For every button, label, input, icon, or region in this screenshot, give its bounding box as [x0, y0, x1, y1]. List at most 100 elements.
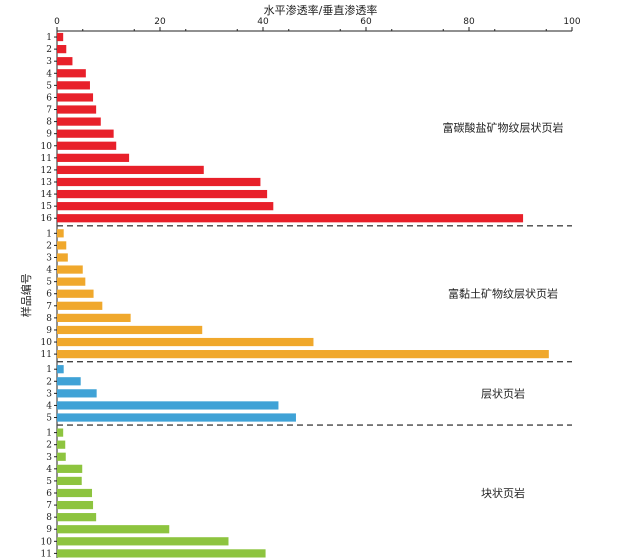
series-group: 1 2 3 4 5 6 7 8 9 10 11 富黏土矿物纹层状页岩 [41, 229, 558, 360]
y-tick-label: 9 [46, 326, 52, 336]
y-tick-label: 4 [46, 69, 52, 79]
bar [57, 464, 83, 473]
y-tick-label: 3 [46, 57, 52, 67]
bar [57, 301, 103, 310]
bar [57, 129, 114, 138]
y-tick-label: 16 [41, 214, 53, 224]
y-tick-label: 5 [46, 278, 52, 288]
y-tick-label: 11 [41, 549, 52, 558]
y-tick-label: 7 [46, 302, 52, 312]
y-tick-label: 1 [46, 229, 52, 239]
bar [57, 69, 86, 78]
bar [57, 525, 170, 534]
bar [57, 265, 83, 274]
y-tick-label: 9 [46, 130, 52, 140]
bar [57, 500, 94, 510]
bar [57, 537, 229, 546]
bar [57, 141, 117, 150]
bar [57, 277, 86, 286]
y-tick-label: 6 [46, 93, 52, 103]
group-label: 富黏土矿物纹层状页岩 [448, 287, 558, 301]
y-tick-label: 10 [41, 537, 53, 547]
y-tick-label: 14 [41, 190, 53, 200]
y-tick-label: 2 [46, 45, 52, 55]
series-group: 1 2 3 4 5 层状页岩 [46, 365, 525, 424]
bar [57, 452, 66, 461]
y-tick-label: 4 [46, 266, 52, 276]
bar [57, 165, 204, 175]
bar [57, 377, 81, 386]
y-tick-label: 11 [41, 350, 52, 360]
bar [57, 488, 93, 498]
y-tick-label: 13 [41, 178, 53, 188]
y-tick-label: 6 [46, 290, 52, 300]
bar [57, 253, 68, 262]
bar [57, 513, 97, 522]
y-tick-label: 11 [41, 154, 52, 164]
y-tick-label: 1 [46, 33, 52, 43]
x-tick-label: 20 [154, 17, 166, 27]
x-tick-label: 60 [360, 17, 372, 27]
bar [57, 350, 549, 359]
x-tick-label: 0 [54, 17, 60, 27]
y-tick-label: 4 [46, 401, 52, 411]
y-axis-title: 样品编号 [19, 273, 33, 317]
bar [57, 241, 67, 250]
bar [57, 313, 131, 322]
x-tick-label: 100 [563, 17, 580, 27]
y-tick-label: 2 [46, 241, 52, 251]
group-label: 块状页岩 [481, 486, 525, 500]
bar [57, 32, 64, 42]
y-tick-label: 1 [46, 429, 52, 439]
y-tick-label: 3 [46, 253, 52, 263]
y-tick-label: 5 [46, 414, 52, 424]
bar [57, 214, 524, 223]
bar [57, 401, 279, 410]
y-tick-label: 8 [46, 513, 52, 523]
y-tick-label: 5 [46, 81, 52, 91]
y-tick-label: 2 [46, 377, 52, 387]
bar [57, 57, 73, 66]
bar [57, 365, 64, 374]
y-tick-label: 12 [41, 166, 52, 176]
y-tick-label: 2 [46, 441, 52, 451]
x-axis-title: 水平渗透率/垂直渗透率 [264, 3, 378, 17]
y-tick-label: 9 [46, 525, 52, 535]
y-tick-label: 7 [46, 106, 52, 116]
bar [57, 289, 94, 298]
y-tick-label: 10 [41, 142, 53, 152]
bar [57, 93, 94, 102]
bar [57, 337, 314, 347]
bar [57, 202, 274, 211]
bar [57, 81, 90, 90]
bar [57, 177, 261, 187]
y-tick-label: 5 [46, 477, 52, 487]
bar [57, 189, 268, 199]
bar [57, 229, 64, 238]
y-tick-label: 1 [46, 365, 52, 375]
group-label: 层状页岩 [481, 386, 525, 400]
bar [57, 105, 97, 114]
y-tick-label: 10 [41, 338, 53, 348]
bar [57, 413, 296, 422]
y-tick-label: 8 [46, 118, 52, 128]
y-tick-label: 7 [46, 501, 52, 511]
bar [57, 325, 203, 335]
bar [57, 549, 266, 558]
x-axis: 0 20 40 60 80 100 [54, 17, 581, 32]
bar [57, 45, 67, 54]
bar [57, 428, 64, 437]
group-label: 富碳酸盐矿物纹层状页岩 [443, 121, 564, 135]
y-tick-label: 3 [46, 389, 52, 399]
plot-area: 12345678910111213141516富碳酸盐矿物纹层状页岩123456… [41, 31, 572, 558]
bar [57, 117, 101, 126]
y-tick-label: 3 [46, 453, 52, 463]
y-tick-label: 15 [41, 202, 53, 212]
series-group: 1 2 3 4 5 6 7 8 9 10 11 块状页岩 [41, 428, 525, 558]
x-tick-label: 80 [463, 17, 475, 27]
x-tick-label: 40 [257, 17, 269, 27]
bar [57, 153, 130, 162]
y-tick-label: 8 [46, 314, 52, 324]
